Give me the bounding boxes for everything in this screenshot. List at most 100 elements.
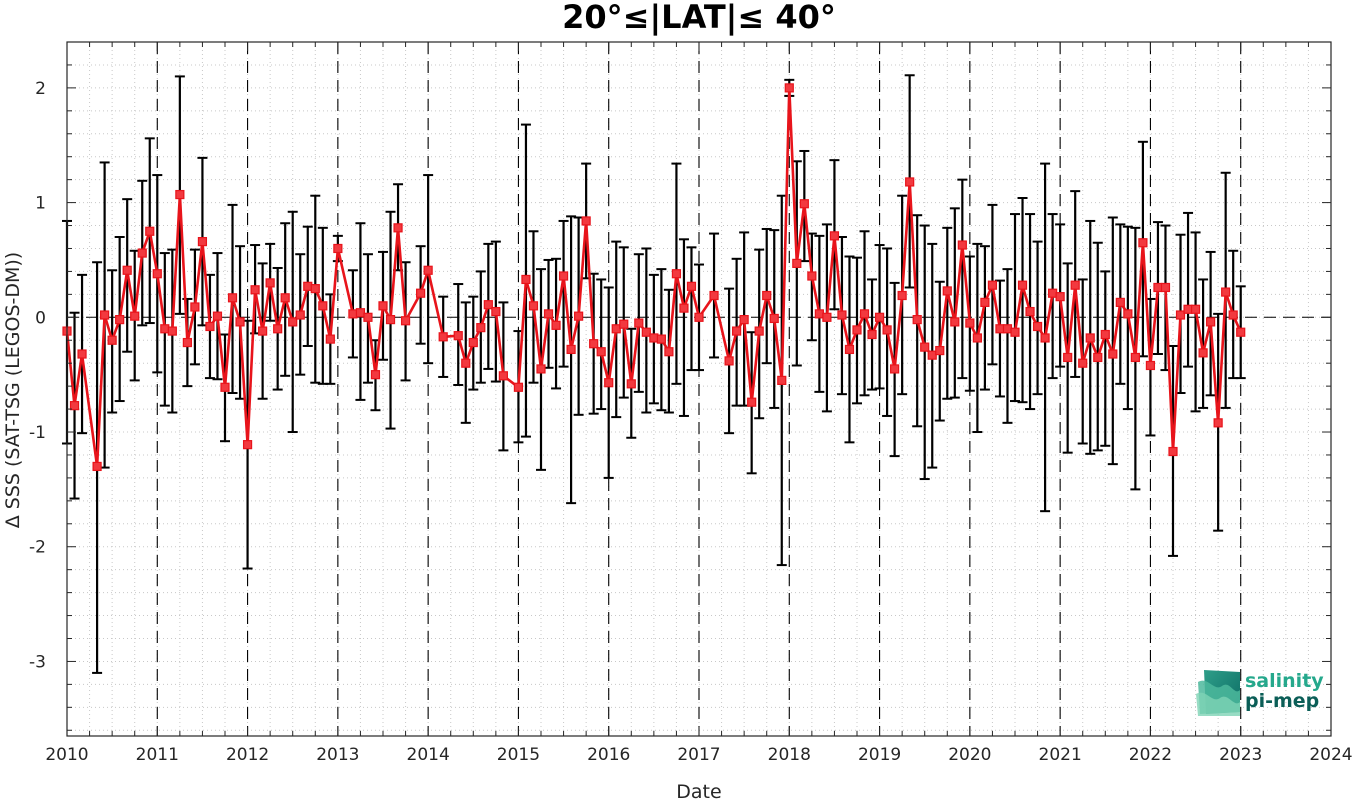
data-point [1198,348,1208,358]
data-point [822,312,832,322]
data-point [242,440,253,450]
data-point [558,271,569,281]
data-point [814,309,824,319]
data-point [1108,349,1118,359]
data-point [611,324,621,334]
data-point [671,269,682,279]
data-point [664,347,674,357]
x-tick-label: 2024 [1309,745,1352,765]
data-point [1145,360,1156,371]
data-point [754,326,764,336]
data-point [859,309,870,319]
data-point [295,310,305,320]
data-point [679,303,689,313]
data-point [416,288,426,298]
data-point [686,281,697,291]
data-point [1213,418,1223,428]
data-point [265,278,275,288]
data-point [1100,329,1110,340]
data-point [1070,280,1080,290]
data-point [325,334,335,344]
x-tick-label: 2012 [226,745,269,765]
data-point [92,461,102,472]
data-point [468,337,478,348]
data-point [310,284,320,294]
data-point [1055,292,1065,302]
data-point [957,240,967,250]
data-point [167,326,177,336]
data-point [160,324,170,334]
y-tick-label: 1 [35,194,46,214]
x-tick-label: 2021 [1039,745,1082,765]
data-point [980,297,990,307]
data-point [995,324,1005,334]
data-point [107,335,117,345]
series [62,83,1246,472]
data-point [762,290,772,301]
data-point [220,382,230,392]
data-point [1025,306,1035,317]
data-point [724,356,734,366]
data-point [130,311,140,321]
data-point [543,309,554,319]
x-tick-label: 2016 [587,745,630,765]
logo-line-1: salinity [1245,670,1324,692]
data-point [100,310,110,320]
data-point [596,347,606,357]
data-point [318,301,328,311]
data-point [1048,288,1058,298]
data-point [1236,327,1246,337]
data-point [1063,352,1073,363]
data-point [355,308,366,318]
data-point [777,375,787,385]
data-point [385,315,396,325]
data-point [513,382,524,392]
data-point [363,312,373,322]
y-tick-label: -3 [29,652,46,672]
data-point [453,331,463,341]
data-point [1221,287,1231,297]
data-point [1168,446,1178,457]
data-point [378,301,388,311]
data-point [498,371,508,381]
x-tick-label: 2014 [407,745,450,765]
data-point [288,317,298,327]
data-point [536,364,546,374]
y-tick-label: -2 [29,538,46,558]
data-point [483,300,493,310]
data-point [935,345,945,356]
data-point [423,265,433,275]
data-point [152,269,162,279]
y-tick-label: 2 [35,79,46,99]
data-point [1010,327,1020,337]
data-point [942,286,952,296]
data-point [626,379,636,389]
data-point [950,317,960,327]
data-point [574,311,584,321]
y-axis-label: Δ SSS (SAT-TSG (LEGOS-DM)) [2,252,24,528]
data-point [461,358,471,368]
axes: 2010 2011 2012 2013 2014 2015 2016 2017 2018 2019… [29,41,1353,765]
data-point [258,326,268,336]
data-point [1153,282,1163,293]
chart-title: 20°≤|LAT|≤ 40° [562,0,836,37]
data-point [551,320,561,330]
data-point [77,349,87,359]
data-point [235,317,245,327]
data-point [589,339,599,349]
year-dividers [67,42,1331,736]
data-point [747,397,757,407]
data-point [1190,304,1201,314]
data-point [145,226,155,236]
data-point [649,333,659,343]
data-point [175,189,185,200]
x-tick-label: 2015 [497,745,540,765]
data-point [1032,321,1043,332]
data-point [732,326,742,336]
data-point [920,342,930,352]
data-point [905,177,915,187]
data-point [807,271,817,281]
data-point [852,325,862,335]
x-tick-label: 2017 [677,745,720,765]
